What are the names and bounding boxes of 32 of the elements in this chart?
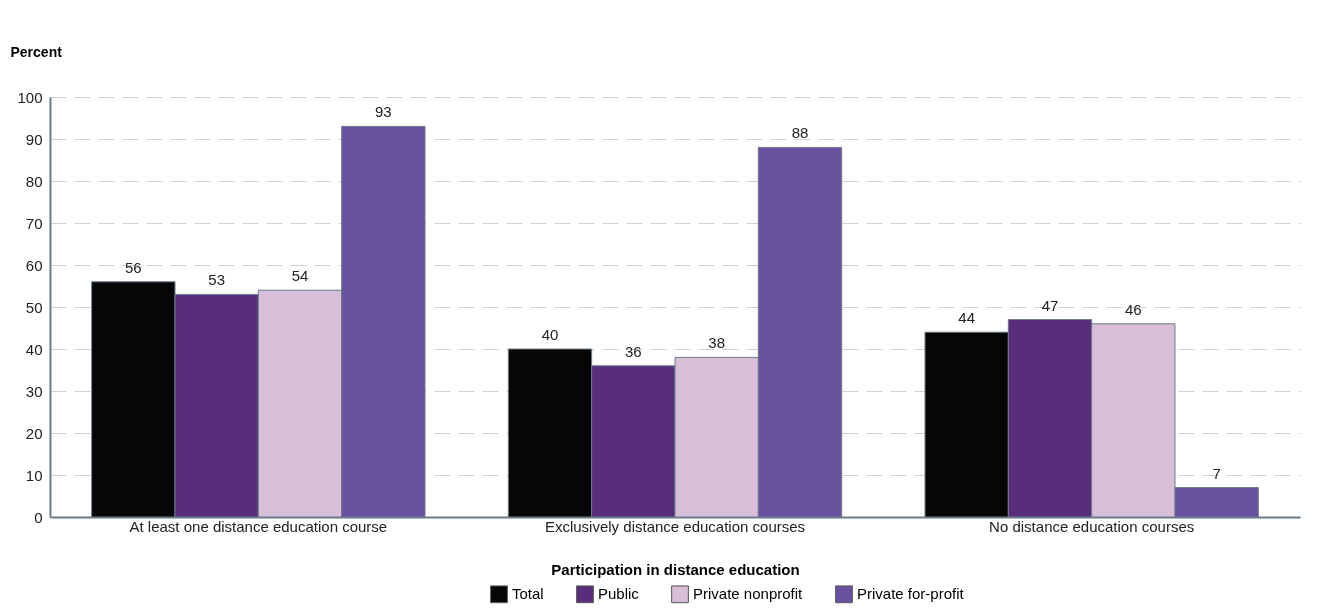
y-tick-label: 80 <box>25 172 43 190</box>
data-label: 53 <box>208 271 226 289</box>
x-tick-label: At least one distance education course <box>129 517 388 535</box>
legend-label: Total <box>512 585 544 603</box>
data-label: 93 <box>374 103 392 121</box>
y-tick-label: 50 <box>25 298 43 316</box>
y-tick-label: 10 <box>25 466 43 484</box>
data-label: 47 <box>1041 296 1059 314</box>
y-axis-title: Percent <box>10 43 63 60</box>
x-tick-label: Exclusively distance education courses <box>544 517 806 535</box>
legend-label: Private nonprofit <box>693 585 804 603</box>
y-tick-label: 20 <box>25 424 43 442</box>
y-tick-label: 70 <box>25 214 43 232</box>
y-tick-label: 30 <box>25 382 43 400</box>
y-tick-label: 90 <box>25 130 43 148</box>
data-label: 54 <box>291 267 309 285</box>
legend-label: Private for-profit <box>857 585 965 603</box>
data-label: 40 <box>541 326 559 343</box>
data-label: 44 <box>958 309 976 327</box>
data-label: 36 <box>624 342 642 360</box>
y-tick-label: 60 <box>25 256 43 274</box>
y-tick-label: 40 <box>25 340 43 358</box>
data-label: 88 <box>791 124 809 142</box>
data-label: 56 <box>124 258 142 276</box>
y-tick-label: 0 <box>34 508 43 526</box>
data-label: 7 <box>1212 464 1221 482</box>
x-axis-title: Participation in distance education <box>551 560 800 578</box>
data-label: 38 <box>708 334 726 352</box>
legend-label: Public <box>598 585 640 603</box>
data-label: 46 <box>1124 300 1142 318</box>
y-tick-label: 100 <box>17 88 43 106</box>
x-tick-label: No distance education courses <box>989 517 1195 535</box>
